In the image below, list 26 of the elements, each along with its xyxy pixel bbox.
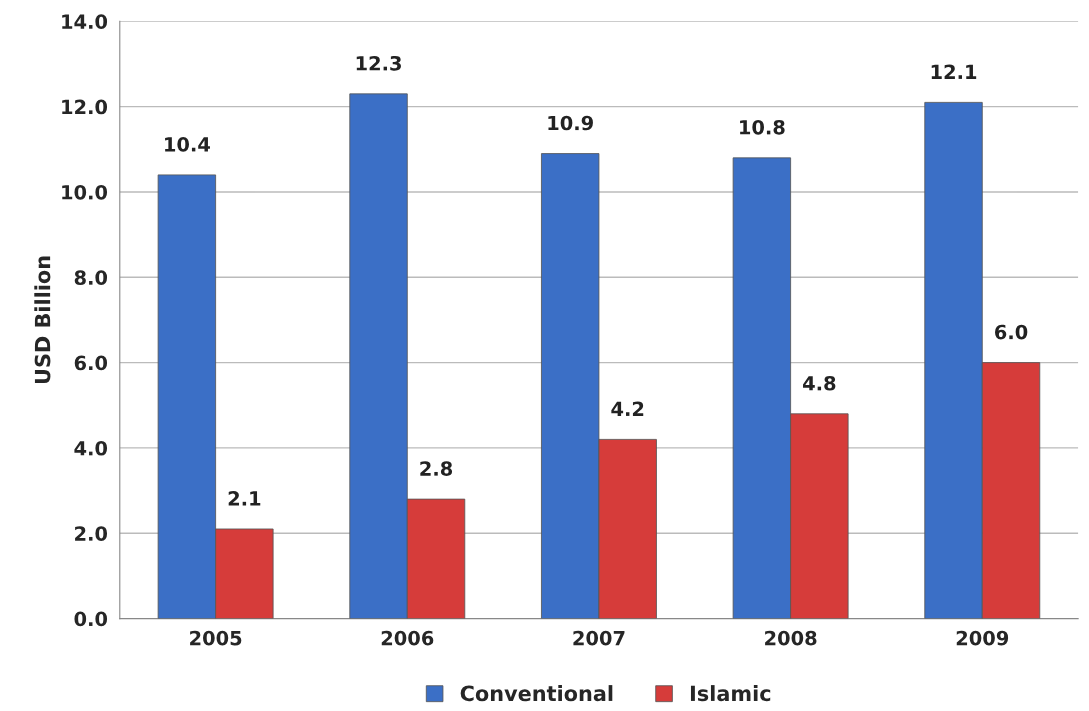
data-label: 12.1 xyxy=(931,64,977,79)
data-label: 10.8 xyxy=(740,119,785,135)
y-tick-label: 10.0 xyxy=(62,184,108,200)
x-tick-label: 2009 xyxy=(956,630,1009,646)
x-tick-label: 2008 xyxy=(765,630,817,646)
data-label: 12.3 xyxy=(356,55,401,71)
data-label: 4.8 xyxy=(803,375,836,391)
x-tick-label: 2007 xyxy=(573,630,625,646)
y-tick-label: 6.0 xyxy=(74,355,108,371)
x-tick-label: 2006 xyxy=(381,630,434,646)
data-label: 2.8 xyxy=(420,461,453,476)
data-label: 2.1 xyxy=(228,491,261,506)
y-tick-label: 14.0 xyxy=(62,14,108,29)
y-tick-label: 4.0 xyxy=(74,440,108,456)
y-tick-label: 2.0 xyxy=(75,526,108,541)
data-label: 10.4 xyxy=(165,136,210,152)
y-tick-label: 0.0 xyxy=(74,611,108,627)
y-tick-label: 12.0 xyxy=(62,99,108,115)
data-label: 10.9 xyxy=(548,115,593,131)
data-label: 6.0 xyxy=(995,324,1028,340)
legend-label: Islamic xyxy=(690,685,771,702)
x-tick-label: 2005 xyxy=(190,630,242,646)
legend-label: Conventional xyxy=(460,685,613,702)
y-tick-label: 8.0 xyxy=(74,270,108,285)
y-axis-title: USD Billion xyxy=(34,256,51,384)
data-label: 4.2 xyxy=(611,401,644,416)
